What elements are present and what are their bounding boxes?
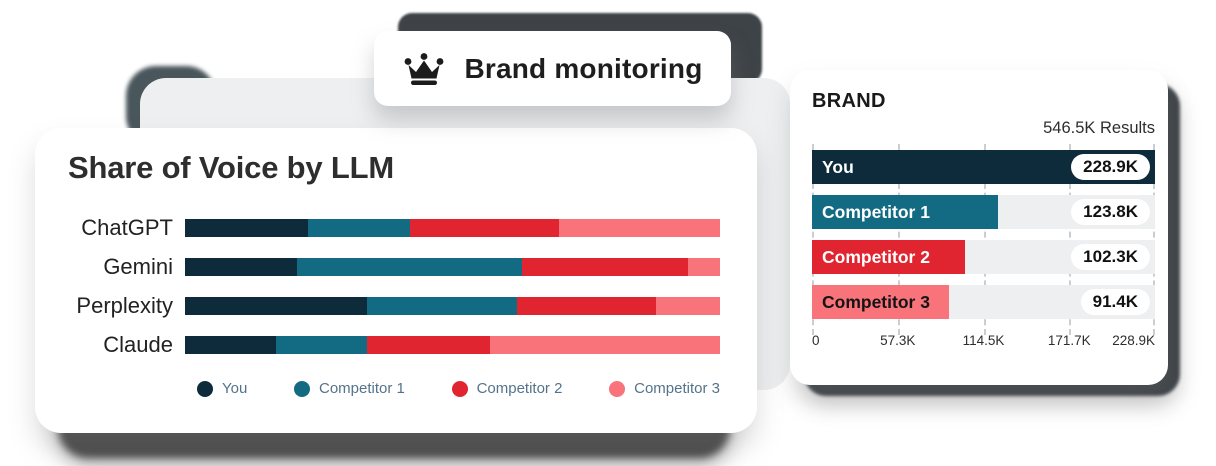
bar-segment-competitor-2 bbox=[522, 257, 688, 276]
sov-row-claude: Claude bbox=[35, 325, 757, 364]
sov-stacked-bar bbox=[185, 218, 720, 237]
bar-segment-competitor-1 bbox=[275, 335, 367, 354]
legend-label: Competitor 3 bbox=[634, 380, 720, 397]
brand-monitoring-badge: Brand monitoring bbox=[374, 31, 731, 106]
legend-item-you: You bbox=[197, 380, 247, 397]
brand-row-competitor-1: Competitor 1 123.8K bbox=[812, 195, 1155, 229]
brand-bar-label: Competitor 1 bbox=[822, 201, 930, 222]
brand-bar-competitor-1: Competitor 1 bbox=[812, 195, 998, 229]
brand-value-pill: 102.3K bbox=[1071, 244, 1150, 270]
badge-label: Brand monitoring bbox=[464, 52, 703, 84]
bar-segment-competitor-3 bbox=[559, 218, 720, 237]
sov-row-gemini: Gemini bbox=[35, 247, 757, 286]
share-of-voice-title: Share of Voice by LLM bbox=[68, 150, 394, 185]
sov-row-label: Perplexity bbox=[76, 292, 173, 318]
crown-icon bbox=[402, 51, 446, 87]
axis-tick: 0 bbox=[812, 333, 820, 348]
legend-dot-icon bbox=[609, 380, 626, 397]
brand-bar-label: You bbox=[822, 156, 854, 177]
bar-segment-competitor-1 bbox=[308, 218, 410, 237]
legend-label: Competitor 1 bbox=[319, 380, 405, 397]
brand-row-you: You 228.9K bbox=[812, 150, 1155, 184]
bar-segment-you bbox=[185, 257, 298, 276]
axis-tick: 114.5K bbox=[962, 333, 1005, 348]
brand-value-pill: 91.4K bbox=[1080, 289, 1150, 315]
axis-tick: 228.9K bbox=[1112, 333, 1155, 348]
bar-segment-competitor-2 bbox=[366, 335, 490, 354]
brand-bar-competitor-2: Competitor 2 bbox=[812, 240, 966, 274]
brand-results-count: 546.5K Results bbox=[1043, 119, 1155, 137]
bar-segment-you bbox=[185, 296, 367, 315]
legend-item-competitor-3: Competitor 3 bbox=[609, 380, 720, 397]
legend-label: Competitor 2 bbox=[476, 380, 563, 397]
brand-bar-label: Competitor 3 bbox=[822, 291, 930, 312]
bar-segment-competitor-1 bbox=[366, 296, 517, 315]
sov-stacked-bar bbox=[185, 296, 720, 315]
sov-rows: ChatGPT Gemini Perplexity Claude bbox=[35, 208, 757, 364]
brand-bar-competitor-3: Competitor 3 bbox=[812, 285, 949, 319]
brand-bar-label: Competitor 2 bbox=[822, 246, 930, 267]
sov-row-chatgpt: ChatGPT bbox=[35, 208, 757, 247]
sov-legend: You Competitor 1 Competitor 2 Competitor 3 bbox=[197, 380, 720, 397]
axis-tick: 171.7K bbox=[1047, 333, 1091, 348]
bar-segment-competitor-3 bbox=[489, 335, 720, 354]
bar-segment-competitor-3 bbox=[687, 257, 720, 276]
brand-rows: You 228.9K Competitor 1 123.8K Competitor 2 1… bbox=[812, 150, 1155, 319]
brand-x-axis: 0 57.3K 114.5K 171.7K 228.9K bbox=[812, 333, 1155, 351]
sov-row-label: Claude bbox=[103, 331, 173, 357]
brand-value-pill: 228.9K bbox=[1071, 154, 1150, 180]
brand-bar-chart: You 228.9K Competitor 1 123.8K Competitor 2 1… bbox=[812, 144, 1155, 335]
sov-stacked-bar bbox=[185, 257, 720, 276]
legend-dot-icon bbox=[451, 380, 468, 397]
legend-dot-icon bbox=[197, 380, 213, 397]
legend-item-competitor-2: Competitor 2 bbox=[451, 380, 563, 397]
share-of-voice-card: Share of Voice by LLM ChatGPT Gemini Perpl… bbox=[35, 128, 757, 433]
sov-row-label: Gemini bbox=[103, 253, 173, 279]
axis-tick: 57.3K bbox=[880, 333, 916, 348]
legend-dot-icon bbox=[294, 380, 310, 397]
legend-item-competitor-1: Competitor 1 bbox=[294, 380, 405, 397]
bar-segment-you bbox=[185, 335, 276, 354]
bar-segment-competitor-3 bbox=[655, 296, 720, 315]
brand-row-competitor-2: Competitor 2 102.3K bbox=[812, 240, 1155, 274]
brand-value-pill: 123.8K bbox=[1071, 199, 1150, 225]
brand-card-title: BRAND bbox=[812, 90, 886, 112]
bar-segment-competitor-2 bbox=[516, 296, 656, 315]
bar-segment-you bbox=[185, 218, 309, 237]
legend-label: You bbox=[222, 380, 248, 397]
bar-segment-competitor-2 bbox=[409, 218, 560, 237]
brand-row-competitor-3: Competitor 3 91.4K bbox=[812, 285, 1155, 319]
sov-row-perplexity: Perplexity bbox=[35, 286, 757, 325]
brand-results-card: BRAND 546.5K Results You 228.9K Competitor… bbox=[790, 70, 1168, 385]
bar-segment-competitor-1 bbox=[297, 257, 523, 276]
sov-row-label: ChatGPT bbox=[81, 214, 173, 240]
sov-stacked-bar bbox=[185, 335, 720, 354]
